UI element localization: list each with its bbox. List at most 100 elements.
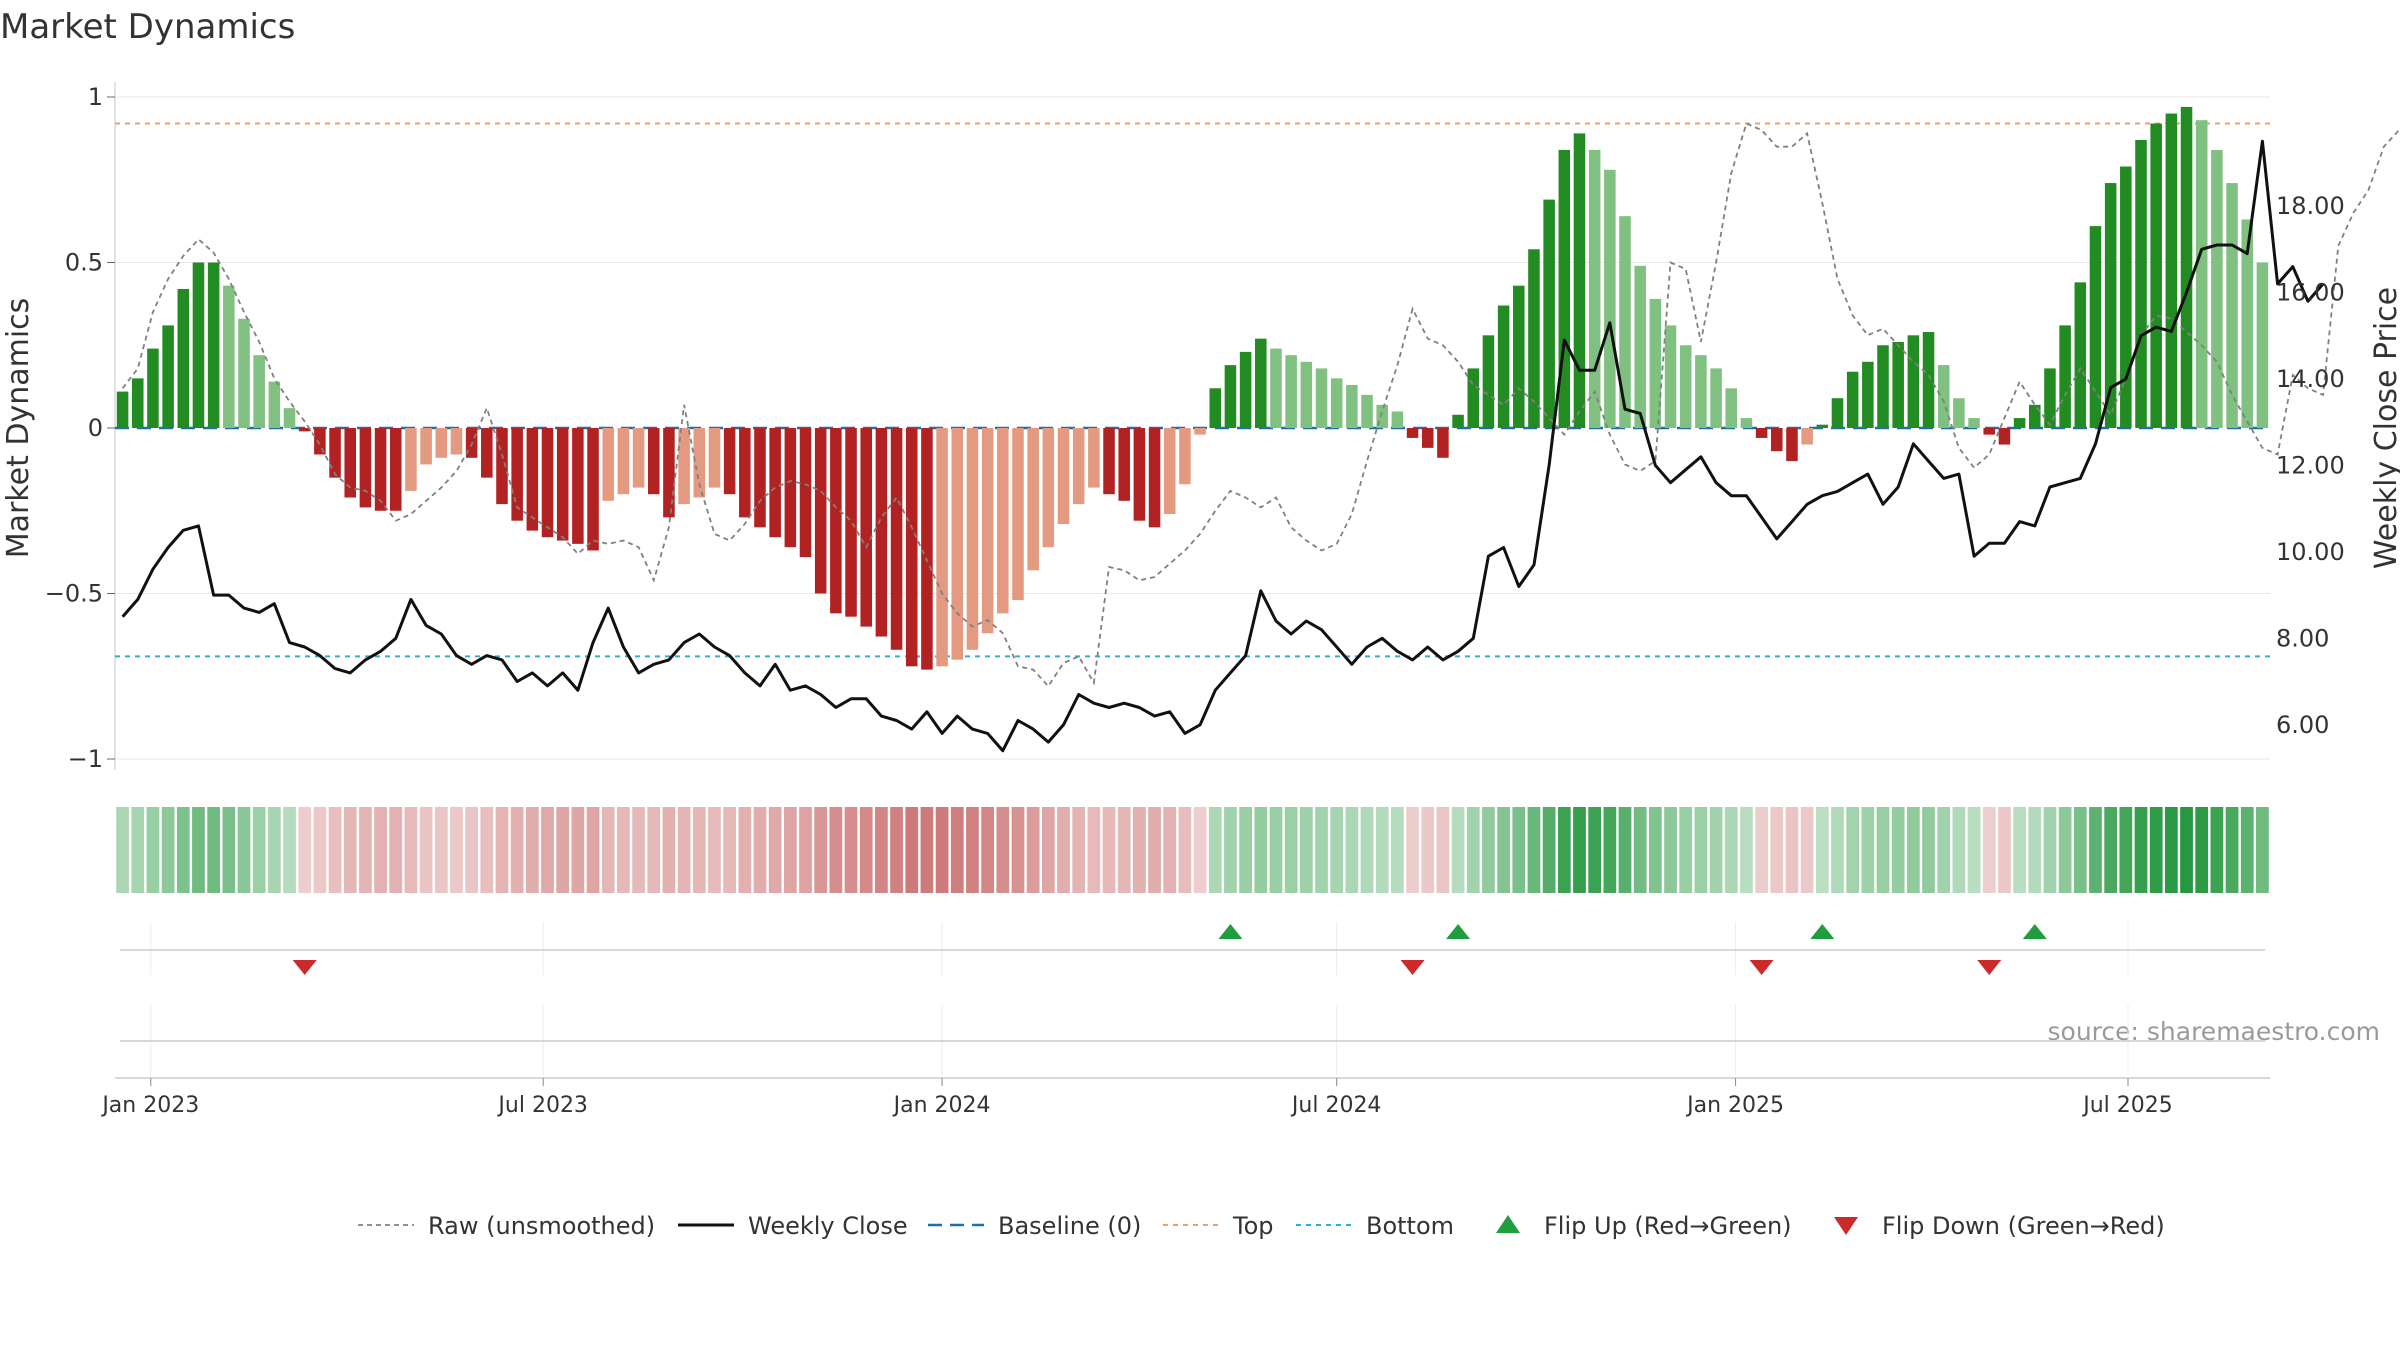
strip-cell [465, 807, 479, 893]
bar [1027, 428, 1039, 571]
strip-cell [556, 807, 570, 893]
legend-label: Weekly Close [748, 1212, 908, 1240]
strip-cell [1299, 807, 1313, 893]
bar [1619, 216, 1631, 428]
strip-cell [981, 807, 994, 893]
bar [389, 428, 402, 511]
flip-up-marker [1218, 924, 1243, 939]
strip-cell [753, 807, 767, 893]
strip-cell [1679, 807, 1693, 893]
bar [587, 428, 599, 551]
legend-label: Raw (unsmoothed) [428, 1212, 655, 1240]
strip-cell [541, 807, 554, 893]
bar [374, 428, 387, 511]
legend-item-2: Baseline (0) [928, 1212, 1141, 1240]
bar [754, 428, 766, 528]
y-tick-left: 0.5 [65, 249, 103, 277]
strip-cell [1876, 807, 1890, 893]
strip-cell [1527, 807, 1541, 893]
bar [1528, 249, 1540, 428]
bar [966, 428, 979, 650]
strip-cell [920, 807, 934, 893]
x-tick-label: Jan 2023 [100, 1093, 199, 1118]
strip-cell [2225, 807, 2239, 893]
bar [177, 288, 190, 428]
y-axis-left: 1 0.5 0 −0.5 −1 [45, 83, 115, 773]
strip-cell [267, 807, 281, 893]
bar [1148, 428, 1161, 528]
weekly-close-line [121, 139, 2325, 753]
y-axis-right: 18.00 16.00 14.00 12.00 10.00 8.00 6.00 [2276, 192, 2345, 739]
y-tick-left: −1 [68, 745, 103, 773]
strip-cell [1421, 807, 1435, 893]
strip-cell [1497, 807, 1510, 893]
strip-cell [1724, 807, 1738, 893]
strip-cell [2043, 807, 2057, 893]
strip-cell [708, 807, 721, 893]
strip-cell [1588, 807, 1602, 893]
strip-cell [2149, 807, 2163, 893]
x-axis: Jan 2023 Jul 2023 Jan 2024 Jul 2024 Jan 2025… [100, 1078, 2173, 1118]
bar [1513, 285, 1525, 428]
bar [298, 428, 311, 432]
bar [1118, 428, 1130, 501]
bar [2150, 123, 2162, 428]
strip-cell [844, 807, 858, 893]
y-tick-right: 18.00 [2276, 192, 2345, 220]
bar [344, 428, 356, 498]
bar [192, 262, 205, 428]
y-tick-left: −0.5 [45, 580, 103, 608]
strip-cell [222, 807, 236, 893]
legend-item-0: Raw (unsmoothed) [358, 1212, 655, 1240]
strip-cell [571, 807, 585, 893]
bar [405, 428, 417, 491]
strip-cell [450, 807, 463, 893]
legend-item-4: Bottom [1296, 1212, 1454, 1240]
strip-cell [1224, 807, 1237, 893]
bar [981, 428, 994, 634]
bar [905, 428, 918, 667]
bar [1755, 428, 1768, 438]
strip-cell [298, 807, 312, 893]
y-tick-right: 14.00 [2276, 365, 2345, 393]
strip-cell [2028, 807, 2042, 893]
bar [1437, 428, 1449, 458]
bar [1163, 428, 1176, 515]
bar [435, 428, 448, 458]
legend-item-6: Flip Down (Green→Red) [1834, 1212, 2165, 1240]
strip-cell [1785, 807, 1799, 893]
bar [875, 428, 888, 637]
bar [784, 428, 797, 548]
strip-cell [2256, 807, 2269, 893]
strip-cell [1239, 807, 1252, 893]
bar [799, 428, 812, 558]
strip-cell [2073, 807, 2087, 893]
strip-cell [1269, 807, 1283, 893]
y-axis-label-right: Weekly Close Price [2369, 287, 2400, 569]
strip-cell [783, 807, 797, 893]
bar [2256, 262, 2269, 428]
strip-cell [419, 807, 433, 893]
bar [2089, 226, 2102, 428]
bar [1543, 199, 1555, 428]
flip-down-marker [1400, 960, 1425, 975]
bar [951, 428, 964, 660]
bar [223, 285, 235, 428]
x-tick-label: Jan 2024 [892, 1093, 991, 1118]
bar [1679, 345, 1692, 428]
bar [511, 428, 523, 521]
strip-cell [1254, 807, 1268, 893]
bar [1315, 368, 1328, 428]
bar [132, 378, 144, 428]
bar [2013, 418, 2026, 428]
bar [314, 428, 326, 455]
bar [647, 428, 660, 495]
y-tick-right: 12.00 [2276, 451, 2345, 479]
bar [1695, 355, 1707, 428]
strip-cell [1770, 807, 1784, 893]
bar [1179, 428, 1191, 485]
legend-item-5: Flip Up (Red→Green) [1496, 1212, 1792, 1240]
bar [238, 318, 250, 428]
bar [1421, 428, 1434, 448]
bar [1072, 428, 1085, 505]
